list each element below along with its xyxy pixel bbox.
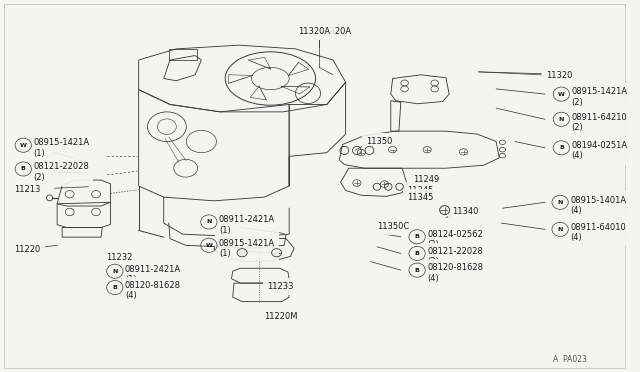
Text: N: N: [112, 269, 118, 274]
Text: B: B: [559, 145, 564, 150]
Text: B: B: [415, 267, 420, 273]
Text: 08121-22028
(2): 08121-22028 (2): [33, 162, 89, 182]
Text: 11350: 11350: [365, 137, 392, 146]
Text: 11213: 11213: [15, 185, 41, 194]
Text: 11220M: 11220M: [264, 312, 298, 321]
Text: 11340: 11340: [452, 208, 479, 217]
Text: 11345: 11345: [407, 193, 433, 202]
Text: 11345: 11345: [407, 186, 433, 195]
Text: 08911-64010
(4): 08911-64010 (4): [570, 222, 626, 242]
Text: B: B: [113, 285, 117, 290]
Text: N: N: [206, 219, 212, 224]
Text: 11232: 11232: [106, 253, 132, 262]
Text: 11233: 11233: [268, 282, 294, 291]
Text: 08194-0251A
(4): 08194-0251A (4): [572, 141, 627, 160]
Text: W: W: [20, 143, 27, 148]
Text: 11320A: 11320A: [319, 26, 351, 36]
Text: 08911-2421A
(1): 08911-2421A (1): [125, 264, 181, 284]
Text: 08915-1401A
(4): 08915-1401A (4): [570, 196, 627, 215]
Text: 08124-02562
(2): 08124-02562 (2): [427, 230, 483, 250]
Text: B: B: [21, 166, 26, 171]
Text: 11320: 11320: [547, 71, 573, 80]
Text: 11350C: 11350C: [377, 222, 409, 231]
Text: N: N: [557, 200, 563, 205]
Text: A  PA023: A PA023: [552, 355, 586, 364]
Text: B: B: [415, 251, 420, 256]
Text: 08911-2421A
(1): 08911-2421A (1): [219, 215, 275, 235]
Text: 08915-1421A
(2): 08915-1421A (2): [572, 87, 627, 107]
Text: B: B: [415, 234, 420, 239]
Text: 11220: 11220: [15, 245, 41, 254]
Text: 08915-1421A
(1): 08915-1421A (1): [219, 238, 275, 258]
Text: 08120-81628
(4): 08120-81628 (4): [427, 263, 483, 283]
Text: 11320A: 11320A: [299, 27, 331, 36]
Text: N: N: [559, 117, 564, 122]
Text: 08911-64210
(2): 08911-64210 (2): [572, 113, 627, 132]
Text: 08120-81628
(4): 08120-81628 (4): [125, 281, 181, 300]
Text: W: W: [205, 243, 212, 248]
Text: 11249: 11249: [413, 175, 439, 184]
Text: 08915-1421A
(1): 08915-1421A (1): [33, 138, 90, 158]
Text: 08121-22028
(2): 08121-22028 (2): [427, 247, 483, 266]
Text: W: W: [558, 92, 564, 97]
Text: N: N: [557, 227, 563, 232]
